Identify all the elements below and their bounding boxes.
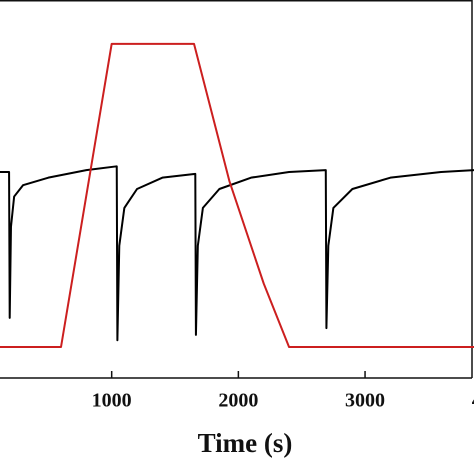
x-tick-label: 2000 — [218, 390, 258, 412]
x-axis-label: Time (s) — [198, 428, 293, 458]
data-line — [0, 42, 474, 349]
x-tick-label: 1000 — [92, 390, 132, 412]
x-tick-label: 3000 — [345, 390, 385, 412]
x-tick-label: 4000 — [472, 390, 474, 412]
data-line — [0, 165, 474, 342]
